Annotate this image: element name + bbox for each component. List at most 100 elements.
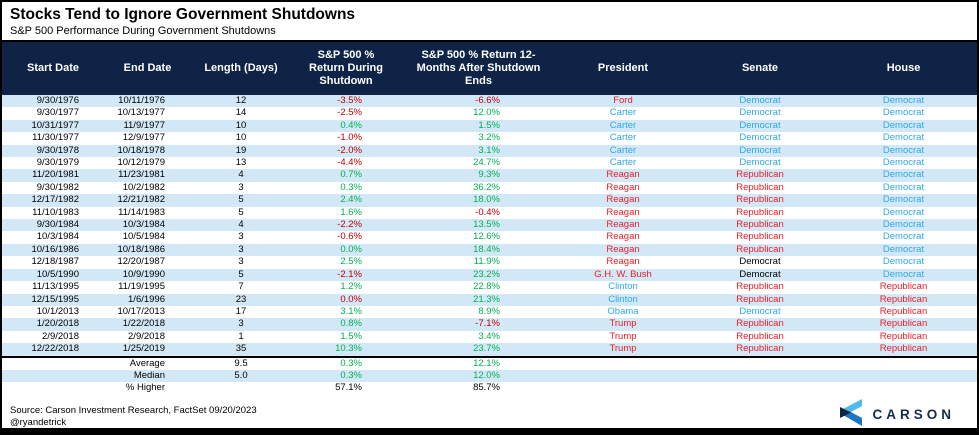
cell-length-days: 5.0 (234, 369, 248, 381)
cell-senate (690, 355, 830, 370)
table-row: 10/5/1990 10/9/1990 5 -2.1% 23.2% G.H. W… (2, 268, 977, 282)
cell-senate: Republican (736, 330, 784, 342)
cell-start-date: 9/30/1979 (36, 157, 79, 169)
cell-president: Trump (609, 330, 637, 342)
cell-senate: Democrat (739, 305, 781, 317)
cell-president: G.H. W. Bush (594, 268, 652, 280)
cell-president: Reagan (606, 194, 640, 206)
cell-house: Democrat (882, 95, 925, 106)
cell-return-after: 3.2% (478, 132, 500, 144)
cell-senate: Republican (736, 194, 784, 206)
column-header-return-12mo-after: S&P 500 % Return 12- Months After Shutdo… (401, 40, 556, 95)
cell-start-date (2, 355, 104, 370)
cell-return-during: 0.8% (340, 318, 362, 330)
cell-president: Carter (609, 157, 637, 169)
cell-return-during: -2.5% (337, 107, 362, 119)
page-subtitle: S&P 500 Performance During Government Sh… (10, 25, 276, 37)
table-row: 9/30/1978 10/18/1978 19 -2.0% 3.1% Carte… (2, 144, 977, 158)
carson-chevron-icon (838, 398, 863, 431)
cell-president: Reagan (606, 181, 640, 193)
cell-length-days: 10 (235, 119, 247, 131)
cell-senate: Democrat (739, 107, 781, 119)
cell-president: Carter (609, 132, 637, 144)
cell-return-after: 18.0% (473, 194, 500, 206)
cell-president: Carter (609, 119, 637, 131)
cell-start-date: 10/5/1990 (36, 268, 79, 280)
cell-return-after: 13.5% (473, 219, 500, 231)
cell-length-days: 7 (238, 281, 244, 293)
cell-end-date: 10/9/1990 (122, 268, 165, 280)
table-body: 9/30/1976 10/11/1976 12 -3.5% -6.6% Ford… (2, 95, 977, 395)
cell-senate (690, 370, 830, 382)
carson-logo: CARSON (838, 398, 955, 431)
footer: Source: Carson Investment Research, Fact… (2, 395, 977, 435)
table-row: 12/15/1995 1/6/1996 23 0.0% 21.3% Clinto… (2, 293, 977, 306)
cell-return-during: -3.5% (337, 95, 362, 106)
table-row: 9/30/1977 10/13/1977 14 -2.5% 12.0% Cart… (2, 107, 977, 119)
cell-length-days: 5 (238, 194, 244, 206)
cell-start-date: 12/17/1982 (31, 194, 79, 206)
cell-length-days: 4 (238, 169, 244, 181)
cell-return-during: 57.1% (335, 382, 362, 394)
cell-senate: Republican (736, 281, 784, 293)
cell-return-after: 12.6% (473, 231, 500, 243)
cell-end-date: 12/20/1987 (117, 256, 165, 268)
cell-end-date: Average (104, 355, 191, 370)
cell-return-after: 18.4% (473, 243, 500, 255)
summary-row: Average 9.5 0.3% 12.1% (2, 355, 977, 370)
cell-length-days: 9.5 (191, 355, 291, 370)
cell-start-date: 10/1/2013 (36, 305, 79, 317)
table-row: 10/31/1977 11/9/1977 10 0.4% 1.5% Carter… (2, 119, 977, 133)
cell-house: Democrat (882, 194, 925, 206)
cell-length-days: 35 (235, 343, 247, 355)
cell-return-during: 1.6% (340, 206, 362, 218)
cell-return-after: -6.6% (475, 95, 500, 106)
cell-return-after: 3.4% (478, 330, 500, 342)
cell-president (556, 370, 690, 382)
table-row: 9/30/1976 10/11/1976 12 -3.5% -6.6% Ford… (2, 95, 977, 108)
cell-start-date: 11/20/1981 (32, 169, 79, 181)
header-row: Start Date End Date Length (Days) S&P 50… (2, 40, 977, 95)
cell-end-date: 12/21/1982 (117, 194, 165, 206)
carson-logo-text: CARSON (872, 407, 955, 423)
summary-row: Median 5.0 0.3% 12.0% (2, 369, 977, 383)
cell-end-date: 11/14/1983 (118, 206, 165, 218)
shutdowns-table: Start Date End Date Length (Days) S&P 50… (2, 40, 977, 395)
table-row: 11/10/1983 11/14/1983 5 1.6% -0.4% Reaga… (2, 207, 977, 219)
cell-end-date: 2/9/2018 (128, 330, 165, 342)
cell-president (556, 355, 690, 370)
cell-president (556, 382, 690, 394)
cell-senate: Democrat (739, 144, 781, 156)
cell-house: Democrat (882, 268, 925, 280)
cell-return-during: 0.4% (340, 119, 362, 131)
cell-length-days: 1 (238, 330, 244, 342)
cell-house: Democrat (882, 181, 925, 193)
cell-return-after: 36.2% (473, 181, 500, 193)
cell-end-date: 10/11/1976 (118, 95, 165, 106)
table-row: 11/13/1995 11/19/1995 7 1.2% 22.8% Clint… (2, 281, 977, 293)
cell-return-after: 12.0% (473, 369, 500, 381)
table-row: 10/16/1986 10/18/1986 3 0.0% 18.4% Reaga… (2, 243, 977, 257)
cell-return-during: -1.0% (337, 132, 362, 144)
title-block: Stocks Tend to Ignore Government Shutdow… (2, 2, 977, 38)
cell-house: Democrat (882, 219, 925, 231)
cell-return-after: 3.1% (478, 144, 500, 156)
cell-president: Carter (609, 107, 637, 119)
source-block: Source: Carson Investment Research, Fact… (10, 405, 257, 429)
cell-return-during: 1.5% (340, 330, 362, 342)
cell-start-date: 10/16/1986 (31, 243, 79, 255)
table-row: 9/30/1979 10/12/1979 13 -4.4% 24.7% Cart… (2, 157, 977, 169)
cell-return-after: -7.1% (475, 318, 500, 330)
page-title: Stocks Tend to Ignore Government Shutdow… (10, 6, 356, 23)
cell-length-days: 19 (235, 144, 247, 156)
cell-return-during: 0.7% (340, 169, 362, 181)
cell-end-date: 1/22/2018 (122, 318, 165, 330)
cell-return-during: 0.3% (340, 369, 362, 381)
cell-house: Democrat (882, 144, 925, 156)
cell-house (830, 382, 977, 394)
cell-start-date: 11/10/1983 (32, 206, 79, 218)
table-row: 10/1/2013 10/17/2013 17 3.1% 8.9% Obama … (2, 306, 977, 318)
cell-president: Reagan (606, 169, 640, 181)
cell-president: Reagan (606, 256, 640, 268)
